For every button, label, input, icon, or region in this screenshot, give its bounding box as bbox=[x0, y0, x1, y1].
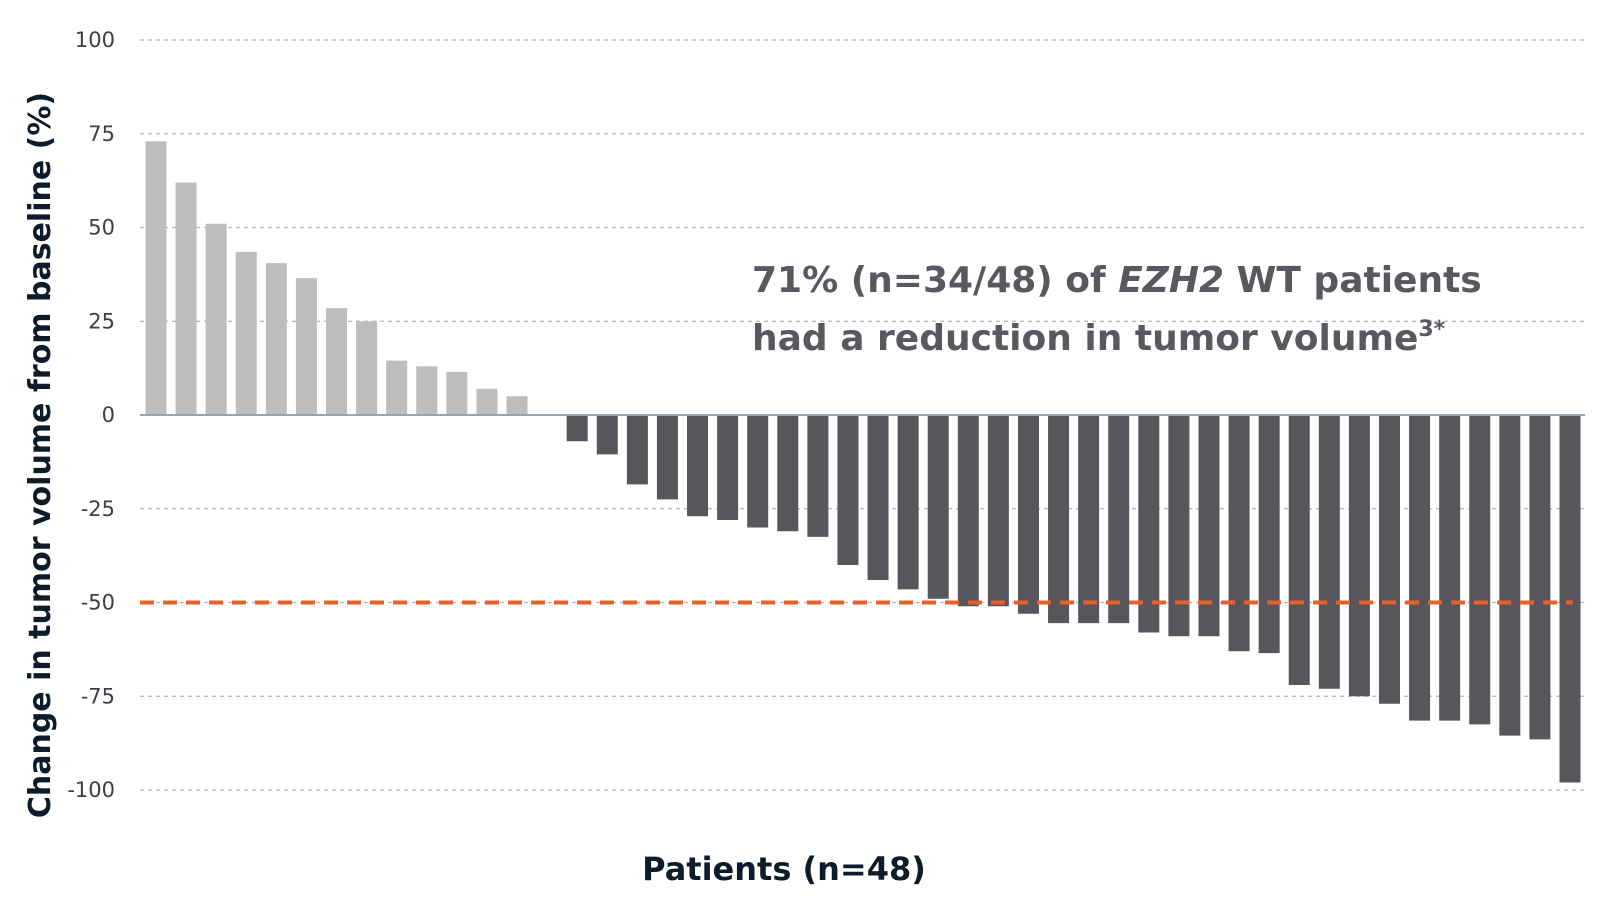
y-tick-label: 0 bbox=[102, 403, 115, 427]
annotation-text: had a reduction in tumor volume bbox=[752, 318, 1418, 359]
bar bbox=[1529, 415, 1551, 740]
bar bbox=[1348, 415, 1370, 697]
bar bbox=[145, 141, 167, 415]
bar bbox=[1469, 415, 1491, 725]
y-axis-label: Change in tumor volume from baseline (%) bbox=[23, 92, 58, 818]
bar bbox=[506, 396, 528, 415]
bar bbox=[1078, 415, 1100, 624]
bar bbox=[476, 388, 498, 415]
bar bbox=[596, 415, 618, 455]
bar bbox=[566, 415, 588, 442]
bar bbox=[1228, 415, 1250, 652]
annotation-prefix: 71% (n=34/48) of bbox=[752, 260, 1118, 301]
annotation-gene: EZH2 bbox=[1118, 260, 1224, 301]
bar bbox=[1258, 415, 1280, 654]
bar bbox=[386, 360, 408, 415]
bar bbox=[1409, 415, 1431, 721]
bar bbox=[626, 415, 648, 485]
bar bbox=[1138, 415, 1160, 633]
bar bbox=[777, 415, 799, 532]
bar bbox=[1499, 415, 1521, 736]
bar bbox=[1378, 415, 1400, 704]
bar bbox=[656, 415, 678, 500]
bar bbox=[1318, 415, 1340, 689]
bar bbox=[987, 415, 1009, 607]
annotation-superscript: 3* bbox=[1418, 317, 1445, 342]
y-tick-label: 50 bbox=[88, 216, 115, 240]
annotation-line-1: 71% (n=34/48) of EZH2 WT patients bbox=[752, 260, 1482, 301]
bar bbox=[265, 263, 287, 415]
bar bbox=[235, 251, 257, 415]
x-axis-label: Patients (n=48) bbox=[642, 850, 926, 888]
bar bbox=[446, 371, 468, 415]
bar bbox=[717, 415, 739, 520]
y-tick-label: 100 bbox=[75, 28, 115, 52]
bar bbox=[1048, 415, 1070, 624]
bar bbox=[1559, 415, 1581, 783]
bar bbox=[326, 308, 348, 415]
bar bbox=[687, 415, 709, 517]
bar bbox=[747, 415, 769, 528]
bar bbox=[1108, 415, 1130, 624]
annotation-suffix: WT patients bbox=[1224, 260, 1482, 301]
y-tick-label: 25 bbox=[88, 309, 115, 333]
bar bbox=[1017, 415, 1039, 614]
bar bbox=[416, 366, 438, 415]
bar bbox=[356, 321, 378, 415]
y-tick-label: -75 bbox=[81, 684, 115, 708]
annotation-line-2: had a reduction in tumor volume3* bbox=[752, 317, 1446, 359]
bar bbox=[837, 415, 859, 565]
y-tick-label: -25 bbox=[81, 497, 115, 521]
y-tick-label: -100 bbox=[67, 778, 115, 802]
bar bbox=[1288, 415, 1310, 685]
bar bbox=[957, 415, 979, 607]
bar bbox=[897, 415, 919, 590]
bar bbox=[295, 278, 317, 415]
bar bbox=[1439, 415, 1461, 721]
bar bbox=[205, 223, 227, 415]
bar bbox=[1198, 415, 1220, 637]
y-tick-label: -50 bbox=[81, 591, 115, 615]
bar bbox=[807, 415, 829, 537]
bar bbox=[867, 415, 889, 580]
bar bbox=[175, 182, 197, 415]
y-tick-labels: 100 75 50 25 0 -25 -50 -75 -100 bbox=[67, 28, 115, 802]
bars bbox=[145, 141, 1581, 783]
bar bbox=[927, 415, 949, 599]
y-tick-label: 75 bbox=[88, 122, 115, 146]
bar bbox=[1168, 415, 1190, 637]
